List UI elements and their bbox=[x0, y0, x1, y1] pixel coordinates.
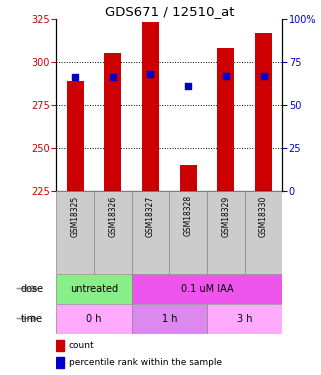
Bar bbox=[217, 48, 234, 191]
Text: percentile rank within the sample: percentile rank within the sample bbox=[69, 358, 222, 367]
Bar bbox=[94, 191, 132, 274]
Text: GSM18329: GSM18329 bbox=[221, 195, 230, 237]
Bar bbox=[132, 304, 207, 334]
Text: 0.1 uM IAA: 0.1 uM IAA bbox=[181, 284, 233, 294]
Point bbox=[110, 74, 115, 80]
Text: dose: dose bbox=[20, 284, 43, 294]
Text: untreated: untreated bbox=[70, 284, 118, 294]
Bar bbox=[255, 33, 272, 191]
Bar bbox=[56, 357, 64, 368]
Bar bbox=[66, 81, 83, 191]
Point bbox=[186, 83, 191, 89]
Title: GDS671 / 12510_at: GDS671 / 12510_at bbox=[105, 4, 234, 18]
Bar bbox=[207, 191, 245, 274]
Text: 3 h: 3 h bbox=[237, 314, 253, 324]
Text: count: count bbox=[69, 341, 94, 350]
Bar bbox=[56, 274, 132, 304]
Bar bbox=[207, 304, 282, 334]
Text: GSM18330: GSM18330 bbox=[259, 195, 268, 237]
Text: GSM18328: GSM18328 bbox=[184, 195, 193, 237]
Text: time: time bbox=[21, 314, 43, 324]
Text: 1 h: 1 h bbox=[161, 314, 177, 324]
Bar bbox=[245, 191, 282, 274]
Text: GSM18327: GSM18327 bbox=[146, 195, 155, 237]
Text: 0 h: 0 h bbox=[86, 314, 102, 324]
Point bbox=[148, 71, 153, 77]
Point bbox=[73, 74, 78, 80]
Bar bbox=[132, 191, 169, 274]
Bar bbox=[56, 340, 64, 351]
Bar bbox=[56, 304, 132, 334]
Bar bbox=[132, 274, 282, 304]
Bar bbox=[142, 22, 159, 191]
Point bbox=[223, 73, 229, 79]
Point bbox=[261, 73, 266, 79]
Text: GSM18326: GSM18326 bbox=[108, 195, 117, 237]
Bar bbox=[104, 53, 121, 191]
Bar bbox=[56, 191, 94, 274]
Bar bbox=[169, 191, 207, 274]
Text: GSM18325: GSM18325 bbox=[71, 195, 80, 237]
Bar bbox=[180, 165, 197, 191]
